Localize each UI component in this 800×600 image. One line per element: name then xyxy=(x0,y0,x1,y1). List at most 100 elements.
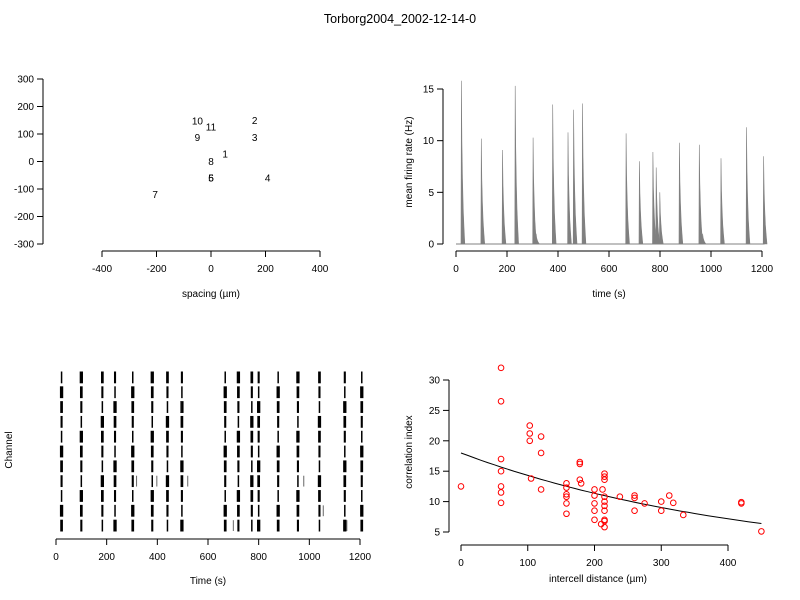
corr-data-point xyxy=(526,437,534,445)
corr-data-point xyxy=(576,476,584,484)
rate-y-axis-title: mean firing rate (Hz) xyxy=(404,116,415,207)
layout-x-axis-title: spacing (µm) xyxy=(182,289,240,300)
firing-rate-panel: 0 200 400 600 800 1000 1200 0 5 10 15 time (s) mean … xyxy=(404,80,774,300)
rate-burst xyxy=(698,144,704,245)
layout-y-axis-tick-label: 200 xyxy=(17,102,34,113)
corr-data-point xyxy=(497,364,505,372)
corr-data-point xyxy=(679,511,687,519)
corr-data-point xyxy=(497,499,505,507)
corr-data-point xyxy=(537,449,545,457)
rate-y-axis-tick-label: 10 xyxy=(423,136,435,147)
corr-data-point xyxy=(599,486,606,493)
rate-x-axis-tick-label: 0 xyxy=(453,264,459,275)
corr-data-point xyxy=(576,460,584,468)
corr-data-point xyxy=(497,467,505,475)
corr-y-axis-tick-label: 30 xyxy=(429,376,441,387)
corr-data-point xyxy=(631,507,638,515)
corr-data-point xyxy=(563,484,570,491)
raster-x-axis-tick-label: 800 xyxy=(250,552,267,563)
rate-burst xyxy=(655,167,660,245)
rate-burst xyxy=(551,104,557,245)
layout-y-axis-tick-label: 0 xyxy=(28,157,34,168)
corr-y-axis-tick-label: 10 xyxy=(429,497,441,508)
rate-burst xyxy=(480,138,486,245)
rate-burst xyxy=(572,109,578,245)
corr-data-point xyxy=(601,502,608,510)
corr-data-point xyxy=(497,483,505,490)
rate-burst xyxy=(762,156,768,245)
rate-y-axis-tick-label: 5 xyxy=(428,188,434,199)
corr-data-point xyxy=(563,510,570,518)
corr-data-point xyxy=(527,475,535,482)
electrode-label: 5 xyxy=(208,174,214,185)
corr-data-point xyxy=(738,500,745,507)
corr-x-axis-tick-label: 400 xyxy=(720,558,737,569)
corr-data-point xyxy=(563,493,570,501)
layout-x-axis-tick-label: -200 xyxy=(146,264,166,275)
corr-x-axis-tick-label: 300 xyxy=(653,558,670,569)
corr-data-point xyxy=(591,516,598,524)
corr-data-point xyxy=(641,500,648,507)
corr-x-axis-tick-label: 0 xyxy=(458,558,464,569)
corr-data-point xyxy=(526,430,534,437)
raster-x-axis-tick-label: 400 xyxy=(149,552,166,563)
corr-data-point xyxy=(526,422,534,429)
corr-y-axis-tick-label: 15 xyxy=(429,467,441,478)
rate-x-axis-title: time (s) xyxy=(592,289,625,300)
rate-burst xyxy=(501,149,507,245)
corr-data-point xyxy=(601,498,608,505)
correlation-panel: 0 100 200 300 400 5 10 15 20 25 30 intercell distan… xyxy=(404,364,765,585)
spike-raster-panel: 0 200 400 600 800 1000 1200 Time (s) Channel xyxy=(4,371,372,587)
rate-x-axis-tick-label: 1200 xyxy=(751,264,774,275)
corr-data-point xyxy=(591,492,598,499)
figure-title: Torborg2004_2002-12-14-0 xyxy=(324,12,476,26)
electrode-label: 7 xyxy=(152,190,158,201)
raster-x-axis-tick-label: 0 xyxy=(53,552,59,563)
electrode-label: 3 xyxy=(252,133,258,144)
corr-data-point xyxy=(601,473,608,480)
layout-y-axis-tick-label: -100 xyxy=(14,185,34,196)
corr-data-point xyxy=(669,499,677,507)
corr-data-point xyxy=(591,507,598,515)
corr-y-axis-tick-label: 20 xyxy=(429,436,441,447)
corr-data-point xyxy=(601,493,608,501)
corr-data-point xyxy=(631,492,638,499)
corr-data-point xyxy=(601,476,608,484)
rate-burst xyxy=(745,127,751,245)
corr-data-point xyxy=(497,489,505,496)
electrode-label: 4 xyxy=(265,174,271,185)
corr-data-point xyxy=(758,528,765,535)
corr-data-point xyxy=(563,480,570,487)
raster-x-axis-tick-label: 1200 xyxy=(349,552,372,563)
corr-data-point xyxy=(563,491,570,498)
rate-x-axis-tick-label: 200 xyxy=(499,264,516,275)
corr-data-point xyxy=(576,458,584,466)
raster-x-axis-tick-label: 1000 xyxy=(298,552,321,563)
electrode-layout-panel: -400 -200 0 200 400 300 200 100 0 -100 -200 -300 spa… xyxy=(14,75,329,301)
rate-burst xyxy=(720,158,725,245)
corr-data-point xyxy=(497,455,505,463)
rate-burst xyxy=(581,103,587,245)
electrode-label: 11 xyxy=(206,123,217,134)
corr-data-point xyxy=(616,493,624,501)
corr-y-axis-title: correlation index xyxy=(404,415,415,488)
corr-fit-curve xyxy=(460,452,762,524)
corr-x-axis-title: intercell distance (µm) xyxy=(549,574,647,585)
rate-burst xyxy=(638,161,644,245)
layout-y-axis-tick-label: -300 xyxy=(14,240,34,251)
layout-x-axis-tick-label: 200 xyxy=(257,264,274,275)
corr-data-point xyxy=(657,507,665,515)
corr-data-point xyxy=(537,433,545,440)
layout-x-axis-tick-label: -400 xyxy=(92,264,112,275)
corr-data-point xyxy=(563,500,570,507)
corr-data-point xyxy=(657,498,665,505)
corr-data-point xyxy=(665,492,673,499)
layout-y-axis-tick-label: -200 xyxy=(14,212,34,223)
corr-y-axis-tick-label: 5 xyxy=(434,528,440,539)
rate-x-axis-tick-label: 1000 xyxy=(700,264,723,275)
raster-y-axis-title: Channel xyxy=(4,431,15,468)
electrode-label: 6 xyxy=(208,174,214,185)
corr-data-point xyxy=(457,483,465,490)
rate-burst xyxy=(460,80,466,245)
